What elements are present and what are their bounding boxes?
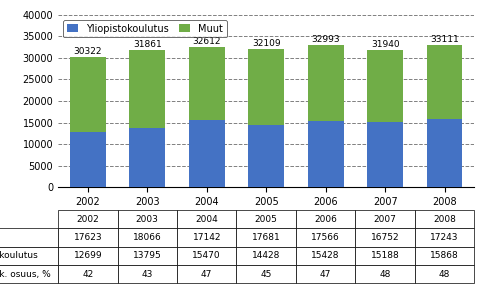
Text: 33111: 33111 bbox=[430, 35, 459, 44]
Bar bbox=[70, 132, 106, 187]
Bar bbox=[189, 47, 225, 121]
Bar bbox=[308, 45, 344, 121]
Bar bbox=[189, 121, 225, 187]
Bar bbox=[70, 56, 106, 132]
Text: 32993: 32993 bbox=[311, 35, 340, 44]
Text: 30322: 30322 bbox=[74, 47, 102, 56]
Text: 32612: 32612 bbox=[193, 37, 221, 46]
Bar bbox=[129, 50, 165, 128]
Bar bbox=[427, 45, 462, 119]
Bar bbox=[248, 49, 284, 125]
Bar bbox=[248, 125, 284, 187]
Legend: Yliopistokoulutus, Muut: Yliopistokoulutus, Muut bbox=[63, 20, 227, 37]
Text: 31861: 31861 bbox=[133, 40, 162, 49]
Text: 31940: 31940 bbox=[371, 40, 399, 49]
Bar bbox=[308, 121, 344, 187]
Bar bbox=[367, 122, 403, 187]
Bar bbox=[367, 50, 403, 122]
Bar bbox=[427, 119, 462, 187]
Bar bbox=[129, 128, 165, 187]
Text: 32109: 32109 bbox=[252, 39, 281, 48]
